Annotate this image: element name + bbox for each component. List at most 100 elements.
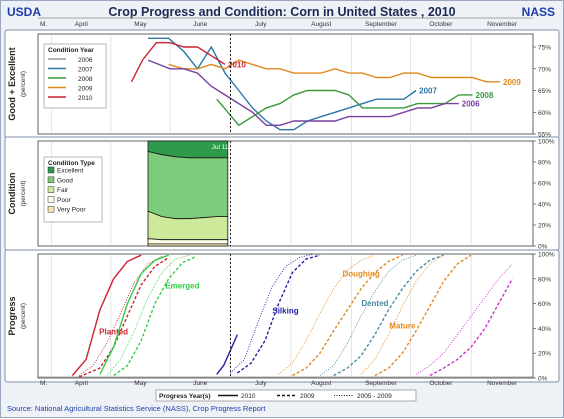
y-tick-label: 75%	[538, 45, 551, 52]
month-label: June	[193, 380, 207, 387]
y-axis-title: Progress	[7, 296, 17, 335]
month-label: August	[311, 380, 331, 387]
y-tick-label: 100%	[538, 139, 555, 146]
progress-line-dented-2009	[333, 254, 444, 377]
progress-line-silking-2005-2009	[230, 253, 314, 374]
legend-label: 2007	[78, 67, 93, 74]
y-tick-label: 60%	[538, 110, 551, 117]
progress-line-emerged-2010	[99, 254, 169, 375]
stage-label: Doughing	[342, 269, 379, 278]
progress-line-planted-2009	[79, 257, 169, 378]
month-label: April	[75, 380, 89, 387]
month-label: October	[429, 380, 453, 387]
month-label: November	[487, 21, 518, 28]
stage-label: Emerged	[165, 282, 199, 291]
legend-title: Progress Year(s)	[159, 393, 211, 400]
series-end-label: 2008	[476, 91, 494, 100]
y-tick-label: 100%	[538, 252, 555, 259]
legend-label: 2005 - 2009	[357, 393, 392, 400]
legend-label: 2010	[78, 95, 93, 102]
month-label: July	[255, 21, 267, 28]
month-label: October	[429, 21, 453, 28]
progress-line-doughing-2005-2009	[278, 254, 376, 375]
legend-label: Fair	[57, 187, 69, 194]
usda-label: USDA	[7, 5, 42, 19]
progress-line-silking-2009	[236, 254, 321, 374]
legend-swatch	[47, 166, 55, 174]
plot-area	[37, 140, 534, 247]
y-tick-label: 20%	[538, 223, 551, 230]
month-label: April	[75, 21, 89, 28]
series-end-label: 2010	[228, 60, 246, 69]
progress-line-mature-2005-2009	[360, 254, 444, 375]
stage-label: Mature	[389, 321, 416, 330]
area-very-poor	[147, 243, 229, 247]
progress-line-doughing-2009	[292, 254, 403, 377]
series-line-2006-purple	[147, 59, 459, 127]
y-tick-label: 60%	[538, 181, 551, 188]
y-tick-label: 20%	[538, 351, 551, 358]
progress-legend-box	[155, 389, 417, 402]
series-line-2008	[216, 89, 473, 127]
legend-swatch	[47, 196, 55, 203]
y-axis-title: Good + Excellent	[7, 47, 17, 120]
legend-swatch	[47, 176, 55, 184]
legend-label: 2006	[78, 57, 93, 64]
series-end-label: 2006	[462, 100, 480, 109]
month-label: September	[365, 21, 398, 28]
legend-label: Very Poor	[57, 207, 86, 214]
chart-title: Crop Progress and Condition: Corn in Uni…	[108, 5, 456, 19]
y-axis-unit: (percent)	[20, 180, 27, 206]
y-axis-title-group: Progress (percent)	[7, 296, 27, 335]
y-axis-title-group: Condition (percent)	[7, 173, 27, 215]
month-label: May	[134, 21, 147, 28]
progress-line-planted-2010	[71, 254, 142, 376]
month-label: September	[365, 380, 398, 387]
progress-line-harvested-2005-2009	[415, 263, 513, 375]
y-tick-label: 80%	[538, 160, 551, 167]
area-good	[147, 150, 229, 220]
series-end-label: 2009	[503, 78, 521, 87]
legend-label: Good	[57, 177, 73, 184]
stage-label: Dented	[361, 299, 388, 308]
legend-label: 2008	[78, 76, 93, 83]
month-label: June	[193, 21, 207, 28]
y-tick-label: 55%	[538, 132, 551, 139]
current-week-label: Jul 11	[212, 144, 229, 151]
progress-line-harvested-2009	[429, 278, 514, 377]
y-tick-label: 40%	[538, 326, 551, 333]
series-line-2010	[130, 42, 226, 83]
progress-line-silking-2010	[216, 334, 239, 375]
progress-line-mature-2009	[374, 254, 472, 377]
nass-label: NASS	[521, 5, 555, 19]
y-tick-label: 60%	[538, 301, 551, 308]
month-label: November	[487, 380, 518, 387]
y-tick-label: 65%	[538, 88, 551, 95]
legend-swatch	[47, 186, 55, 193]
source-note: Source: National Agricultural Statistics…	[7, 404, 266, 413]
month-label: July	[255, 380, 267, 387]
y-axis-unit: (percent)	[20, 71, 27, 97]
y-axis-unit: (percent)	[20, 303, 27, 329]
y-tick-label: 0%	[538, 244, 548, 251]
y-tick-label: 0%	[538, 376, 548, 383]
stage-label: Planted	[99, 328, 128, 337]
legend-title: Condition Type	[48, 160, 95, 167]
y-axis-title: Condition	[7, 173, 17, 215]
series-line-2009	[168, 59, 500, 83]
progress-line-emerged-2009	[113, 255, 197, 377]
plot-area	[37, 33, 534, 135]
y-axis-title-group: Good + Excellent (percent)	[7, 47, 27, 120]
legend-label: 2009	[300, 393, 315, 400]
progress-line-dented-2005-2009	[319, 254, 417, 376]
legend-title: Condition Year	[48, 47, 94, 54]
plot-area	[37, 253, 534, 379]
month-label: M.	[40, 380, 47, 387]
series-end-label: 2007	[419, 87, 437, 96]
legend-label: Excellent	[57, 168, 84, 175]
y-tick-label: 70%	[538, 66, 551, 73]
stage-label: Silking	[272, 307, 298, 316]
month-label: M.	[40, 21, 47, 28]
legend-label: 2010	[241, 393, 256, 400]
